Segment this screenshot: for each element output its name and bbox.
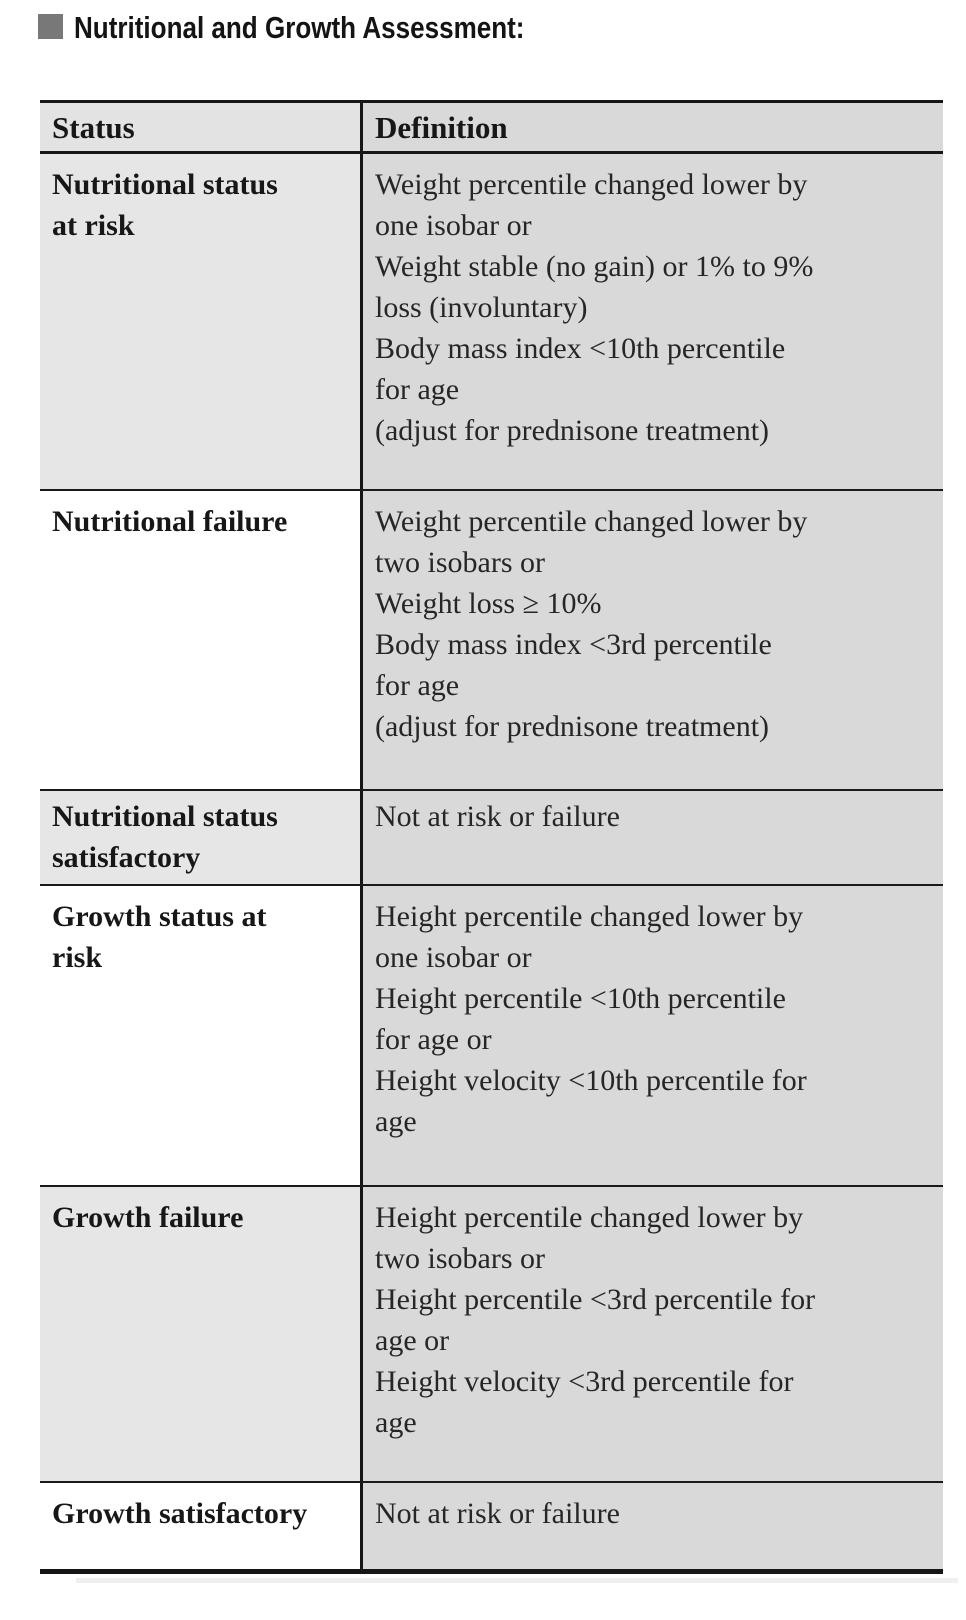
definition-cell: Weight percentile changed lower by two i… (360, 491, 943, 789)
section-heading: Nutritional and Growth Assessment: (38, 12, 610, 43)
definition-cell: Weight percentile changed lower by one i… (360, 154, 943, 489)
table-header-row: Status Definition (40, 103, 943, 154)
definition-cell: Height percentile changed lower by one i… (360, 886, 943, 1185)
definition-cell: Not at risk or failure (360, 1483, 943, 1569)
table-row: Growth failure Height percentile changed… (40, 1187, 943, 1483)
status-cell: Nutritional status at risk (40, 154, 360, 489)
square-bullet-icon (38, 14, 63, 39)
column-header-status: Status (40, 103, 360, 151)
section-title: Nutritional and Growth Assessment: (74, 10, 525, 45)
status-cell: Nutritional status satisfactory (40, 791, 360, 884)
status-cell: Nutritional failure (40, 491, 360, 789)
definition-cell: Height percentile changed lower by two i… (360, 1187, 943, 1481)
table-row: Nutritional failure Weight percentile ch… (40, 491, 943, 791)
status-cell: Growth satisfactory (40, 1483, 360, 1569)
scan-artifact-strip (76, 1578, 958, 1583)
assessment-table: Status Definition Nutritional status at … (40, 100, 943, 1574)
table-row: Growth satisfactory Not at risk or failu… (40, 1483, 943, 1569)
table-row: Nutritional status at risk Weight percen… (40, 154, 943, 491)
table-row: Growth status at risk Height percentile … (40, 886, 943, 1187)
status-cell: Growth failure (40, 1187, 360, 1481)
definition-cell: Not at risk or failure (360, 791, 943, 884)
status-cell: Growth status at risk (40, 886, 360, 1185)
table-row: Nutritional status satisfactory Not at r… (40, 791, 943, 886)
column-header-definition: Definition (360, 103, 943, 151)
